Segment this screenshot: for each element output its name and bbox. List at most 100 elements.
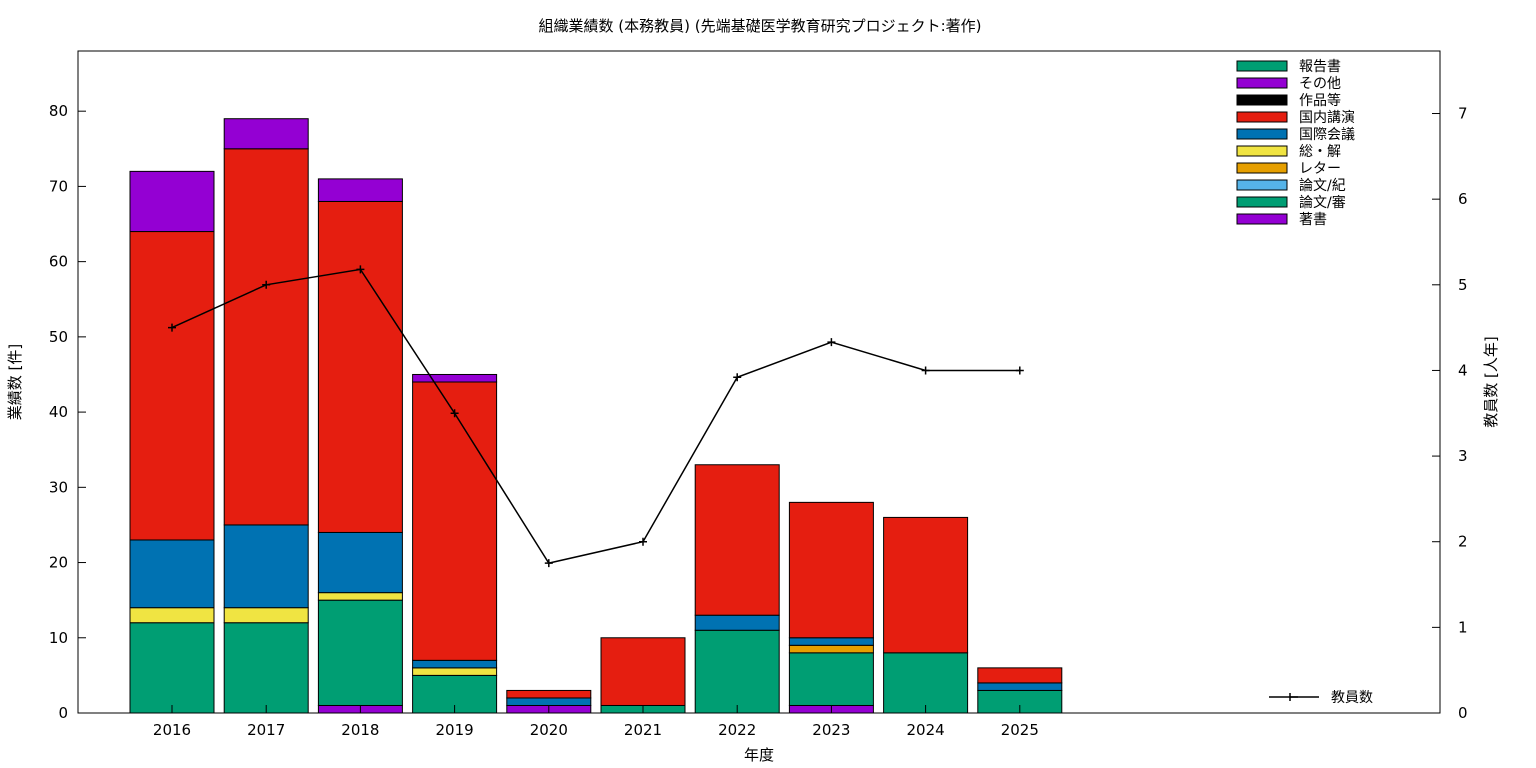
y2-tick-label: 1 [1458,618,1468,636]
bar-segment-2019-8 [412,373,498,383]
legend-swatch [1236,196,1288,208]
line-point-2017 [262,280,271,289]
plot-frame [77,50,1441,714]
bar-segment-2018-5 [317,531,403,594]
y-tick-label: 0 [58,704,68,722]
y-tick-label: 70 [49,177,68,195]
bar-segment-2023-5 [788,637,874,646]
legend-label: その他 [1299,76,1341,92]
line-point-2020 [544,559,553,568]
axes-layer: 0 10 20 30 40 50 60 70 80 0 1 2 3 4 5 6 7 2016 2017 2018 201… [49,50,1468,739]
legend-label: 論文/紀 [1299,178,1346,194]
bar-segment-2022-5 [694,614,780,631]
x-tick-label: 2016 [153,721,191,739]
y2-tick-label: 5 [1458,276,1468,294]
y-tick-label: 40 [49,403,68,421]
legend-label: 報告書 [1299,59,1341,75]
bar-segment-2017-4 [223,607,309,624]
line-point-2016 [168,323,176,332]
line-point-2021 [639,537,647,546]
line-point-2019 [450,409,459,418]
y-tick-label: 20 [49,554,68,572]
legend-swatch [1236,213,1288,225]
legend-swatch [1236,179,1288,191]
bar-segment-2016-6 [129,231,215,541]
legend-label: 著書 [1299,212,1327,228]
bar-segment-2018-4 [317,592,403,601]
x-tick-label: 2018 [341,721,379,739]
y2-axis-label: 教員数 [人年] [1482,336,1500,427]
bar-segment-2020-6 [506,689,592,699]
x-tick-label: 2024 [907,721,945,739]
y-tick-label: 30 [49,478,68,496]
y2-tick-label: 4 [1458,361,1468,379]
bar-segment-2022-6 [694,464,780,616]
legend-swatch [1236,145,1288,157]
bar-segment-2016-8 [129,170,215,233]
y-tick-label: 10 [49,629,68,647]
bar-segment-2017-6 [223,148,309,526]
x-tick-label: 2017 [247,721,285,739]
legend-label: レター [1299,161,1341,177]
x-tick-label: 2020 [530,721,568,739]
legend-swatch [1236,77,1288,89]
y-axis-label: 業績数 [件] [6,344,24,420]
line-point-2024 [921,366,930,375]
bar-segment-2023-3 [788,644,874,654]
line-layer [168,265,1024,568]
bar-segment-2019-5 [412,659,498,669]
y2-tick-label: 6 [1458,190,1468,208]
y2-tick-label: 2 [1458,533,1468,551]
bars-layer [129,118,1063,714]
y2-tick-label: 0 [1458,704,1468,722]
y-tick-label: 80 [49,102,68,120]
bar-segment-2023-1 [788,652,874,706]
y2-tick-label: 3 [1458,447,1468,465]
bar-segment-2018-6 [317,200,403,533]
legend-label: 論文/審 [1299,195,1346,211]
bar-segment-2018-8 [317,178,403,202]
bar-segment-2021-6 [600,637,686,706]
legend-line-label: 教員数 [1331,690,1373,706]
y-tick-label: 60 [49,253,68,271]
x-tick-label: 2025 [1001,721,1039,739]
line-series-teacher-count [171,268,1020,564]
bar-segment-2016-1 [129,622,215,714]
bar-segment-2017-8 [223,118,309,150]
x-tick-label: 2022 [718,721,756,739]
legend-label: 総・解 [1299,144,1341,160]
legend-swatch [1236,128,1288,140]
bar-segment-2018-1 [317,599,403,706]
bar-segment-2022-1 [694,629,780,714]
legend-label: 国内講演 [1299,110,1355,126]
bar-segment-2017-1 [223,622,309,714]
line-point-2025 [1015,366,1024,375]
bar-segment-2023-6 [788,501,874,639]
bar-segment-2025-5 [977,682,1063,691]
x-tick-label: 2023 [812,721,850,739]
legend-swatch [1236,111,1288,123]
legend-line-marker [1289,693,1298,701]
legend-label: 国際会議 [1299,126,1355,143]
x-tick-label: 2021 [624,721,662,739]
bar-segment-2016-5 [129,539,215,609]
legend-swatch [1236,94,1288,106]
bar-segment-2024-6 [883,516,969,654]
legend-swatch [1236,162,1288,174]
line-point-2018 [356,265,365,274]
x-axis-label: 年度 [744,746,774,764]
y2-tick-label: 7 [1458,105,1468,123]
y-tick-label: 50 [49,328,68,346]
bar-segment-2020-5 [506,697,592,706]
chart-title: 組織業績数 (本務教員) (先端基礎医学教育研究プロジェクト:著作) [538,17,981,35]
bar-segment-2019-4 [412,667,498,676]
bar-segment-2025-6 [977,667,1063,684]
bar-segment-2024-1 [883,652,969,714]
legend-swatch [1236,60,1288,72]
line-point-2023 [827,338,836,347]
x-tick-label: 2019 [436,721,474,739]
bar-segment-2016-4 [129,607,215,624]
